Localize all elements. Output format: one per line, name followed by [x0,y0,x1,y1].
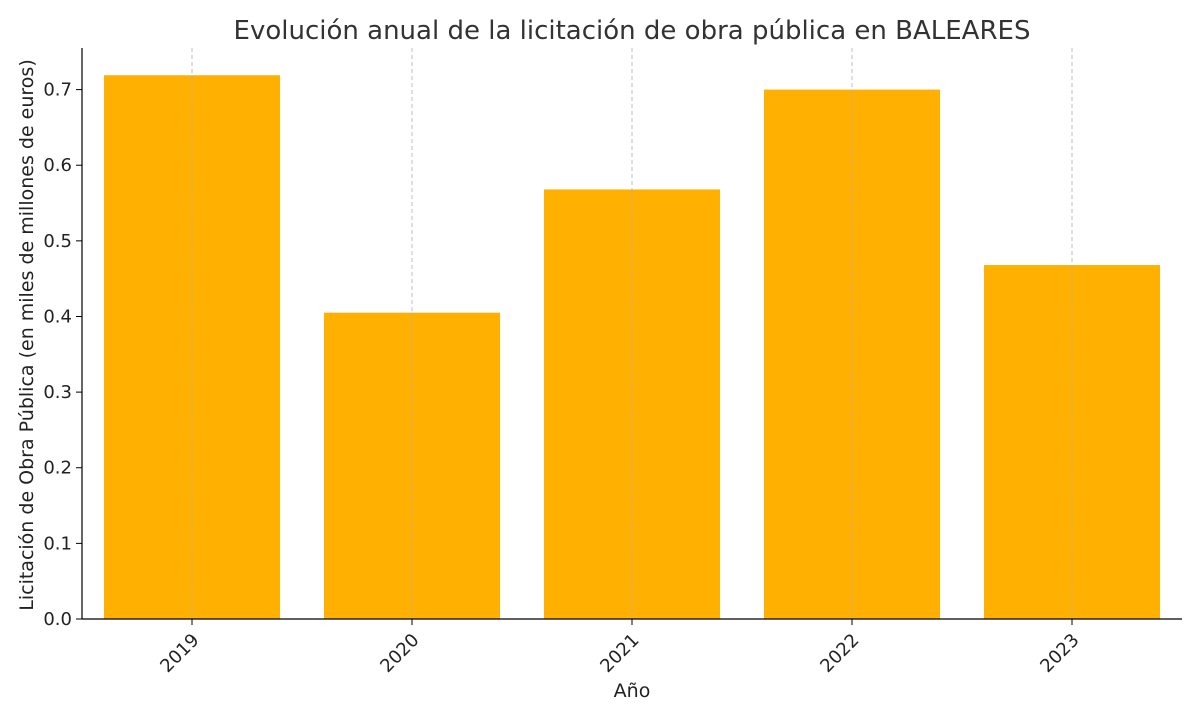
x-tick-label: 2023 [1036,630,1083,677]
y-tick-label: 0.3 [43,382,72,403]
y-tick-label: 0.2 [43,458,72,479]
bar-2019 [104,75,280,619]
x-tick-label: 2019 [156,630,203,677]
y-tick-label: 0.1 [43,533,72,554]
y-tick-label: 0.7 [43,80,72,101]
x-axis-label: Año [614,680,651,702]
x-ticks: 2019 2020 2021 2022 2023 [156,619,1084,677]
y-ticks: 0.0 0.1 0.2 0.3 0.4 0.5 0.6 0.7 [43,80,82,630]
y-tick-label: 0.5 [43,231,72,252]
chart-title: Evolución anual de la licitación de obra… [234,16,1031,46]
y-tick-label: 0.4 [43,306,72,327]
x-tick-label: 2021 [596,630,643,677]
x-tick-label: 2022 [816,630,863,677]
y-tick-label: 0.0 [43,609,72,630]
y-axis-label: Licitación de Obra Pública (en miles de … [16,59,38,610]
y-tick-label: 0.6 [43,155,72,176]
x-tick-label: 2020 [376,630,423,677]
